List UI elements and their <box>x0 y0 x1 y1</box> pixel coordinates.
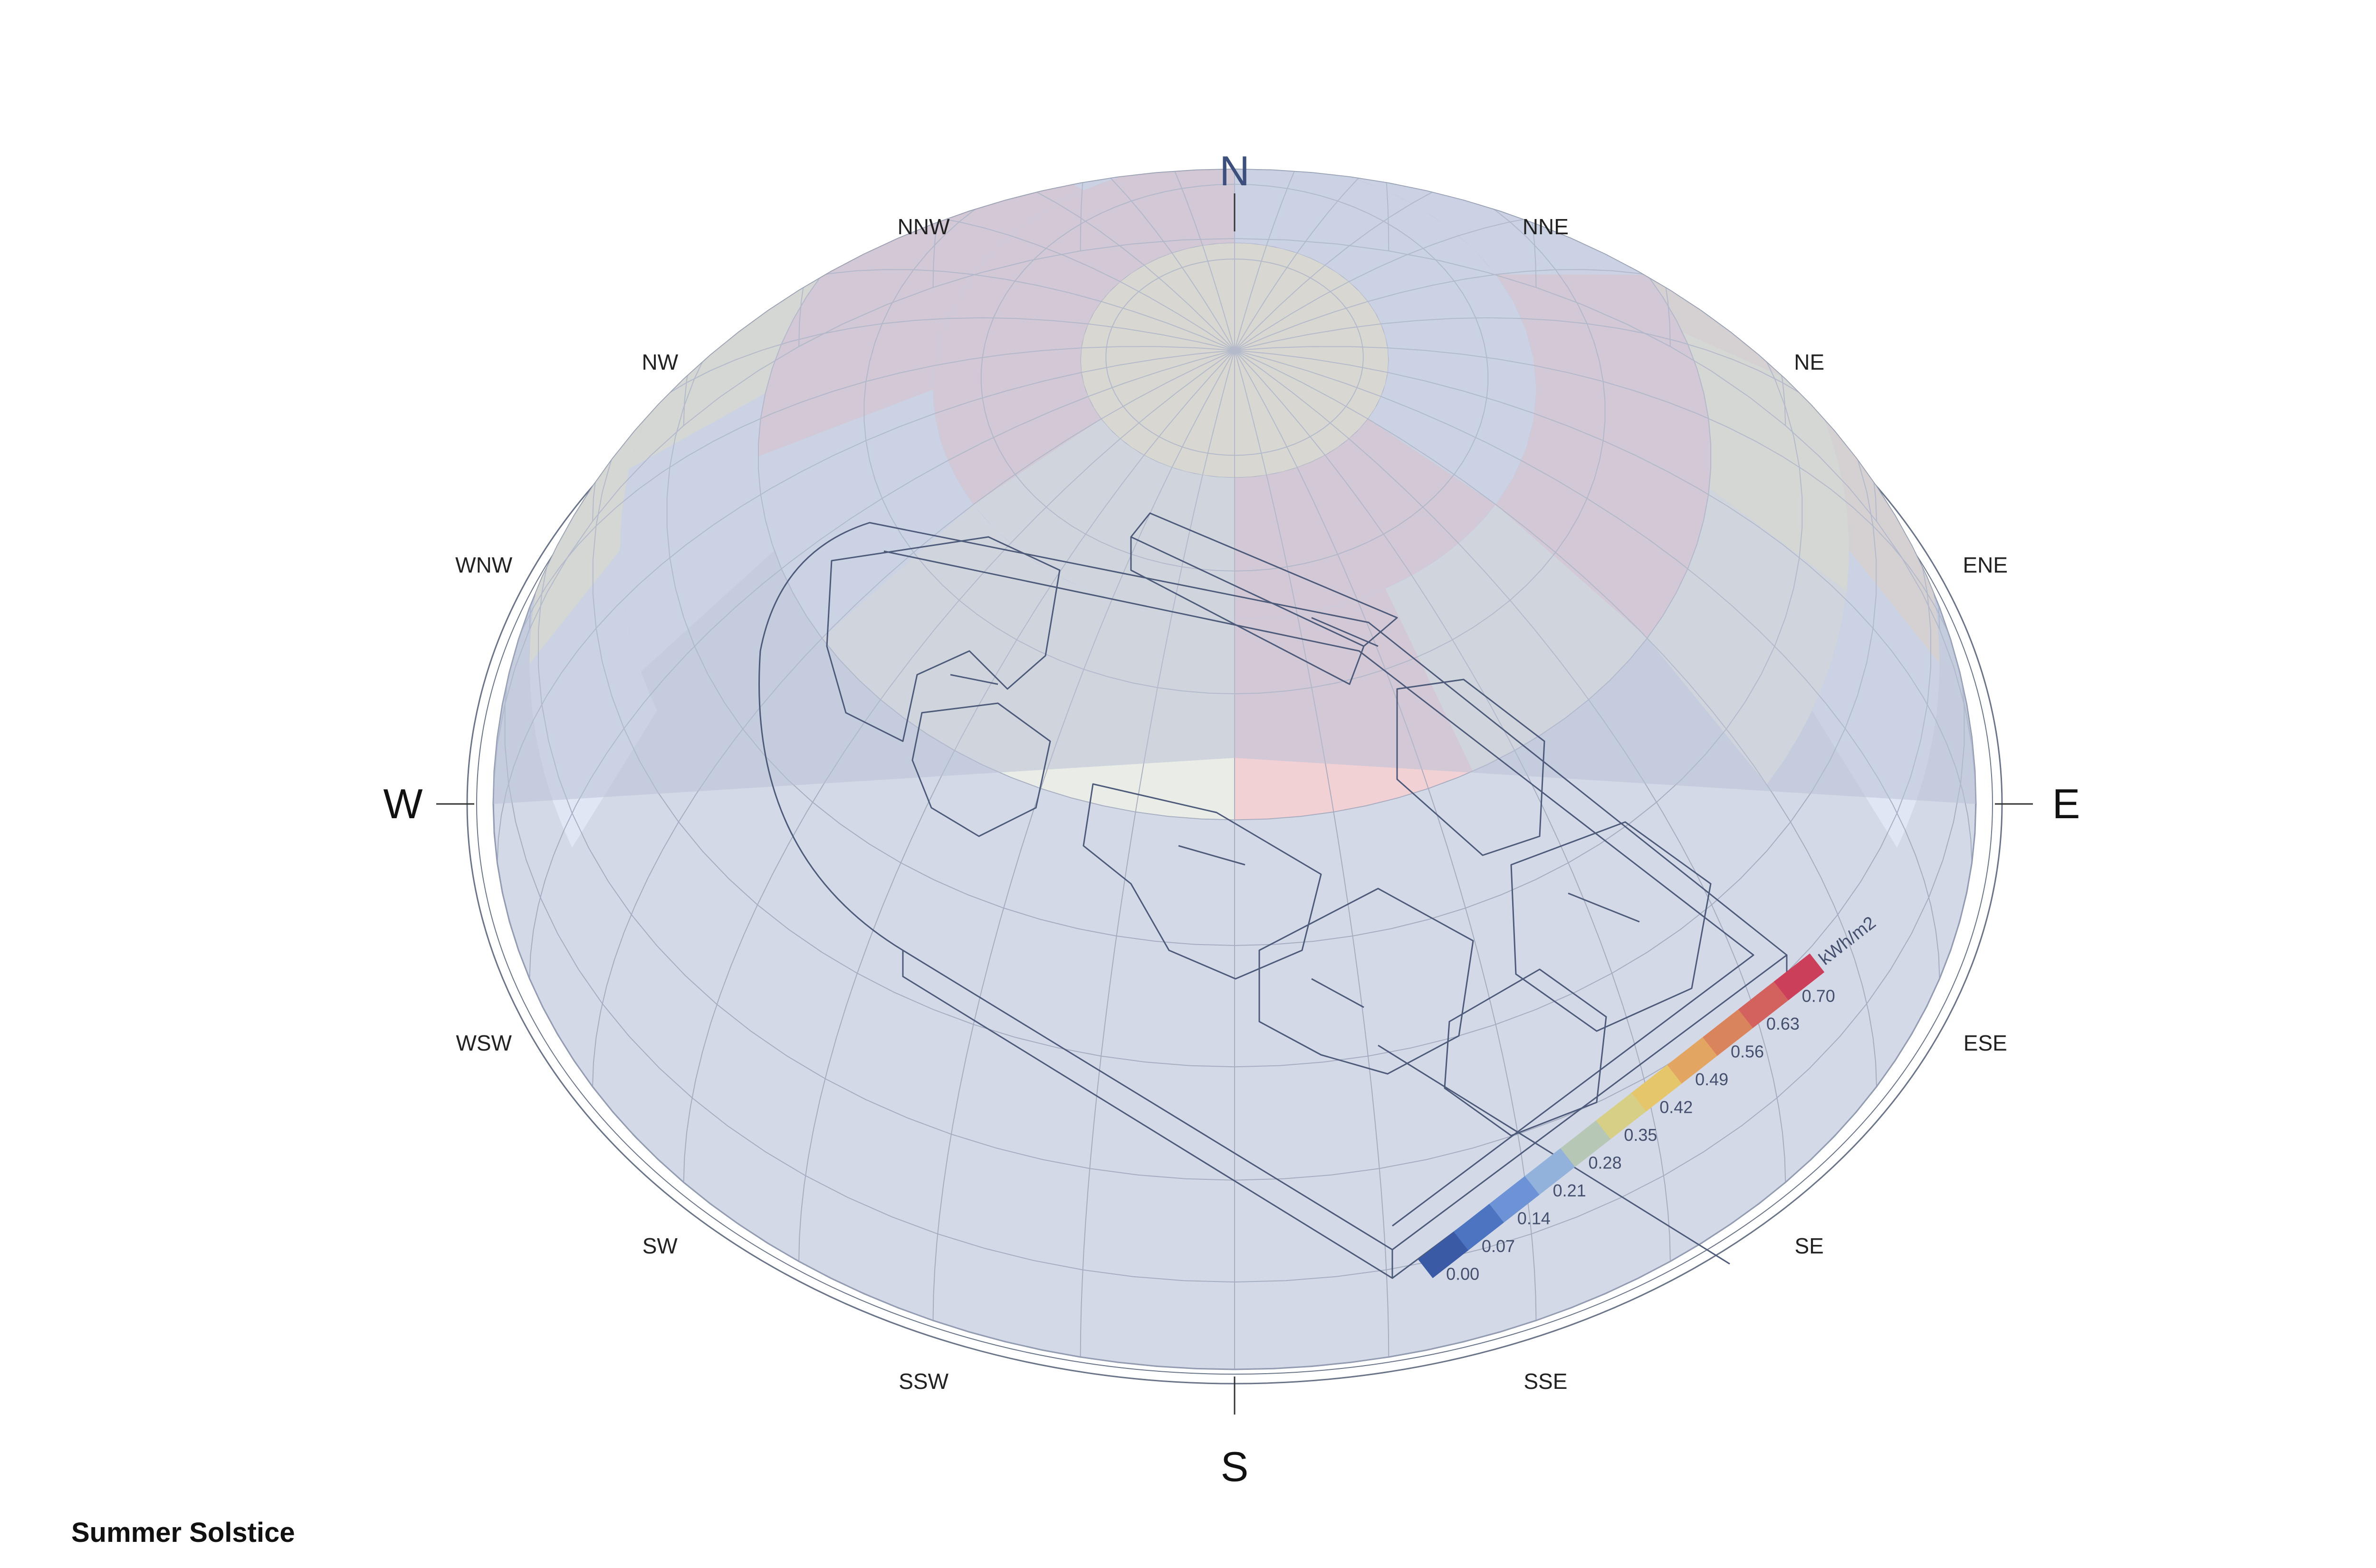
building-cluster-west <box>826 536 1061 742</box>
legend-swatch-10 <box>1773 953 1825 1001</box>
figure-caption: Summer Solstice <box>71 1517 295 1548</box>
legend-tick-label: 0.63 <box>1766 1014 1800 1033</box>
legend-swatch-9 <box>1738 981 1789 1028</box>
compass-label-nw: NW <box>642 350 678 374</box>
legend-swatch-0 <box>1418 1231 1469 1278</box>
compass-label-ese: ESE <box>1964 1031 2007 1055</box>
legend-tick-label: 0.49 <box>1695 1070 1728 1089</box>
color-legend: 0.000.070.140.210.280.350.420.490.560.63… <box>1418 913 1880 1283</box>
compass-label-n: N <box>1219 147 1250 194</box>
compass-label-wsw: WSW <box>456 1031 512 1055</box>
compass-label-wnw: WNW <box>455 553 513 577</box>
sky-dome <box>492 168 1977 1370</box>
legend-tick-label: 0.07 <box>1482 1236 1515 1256</box>
legend-swatch-1 <box>1454 1204 1504 1251</box>
legend-tick-label: 0.35 <box>1624 1125 1657 1145</box>
legend-tick-label: 0.42 <box>1659 1098 1693 1117</box>
compass-label-se: SE <box>1795 1233 1824 1258</box>
legend-tick-label: 0.00 <box>1446 1264 1479 1283</box>
legend-swatch-5 <box>1596 1092 1647 1139</box>
legend-tick-label: 0.56 <box>1731 1042 1764 1061</box>
legend-swatch-3 <box>1524 1148 1576 1195</box>
legend-swatch-4 <box>1560 1120 1611 1167</box>
legend-tick-label: 0.14 <box>1517 1208 1551 1228</box>
legend-tick-label: 0.28 <box>1589 1153 1622 1172</box>
compass-label-nne: NNE <box>1523 214 1569 239</box>
compass-label-sw: SW <box>642 1233 678 1258</box>
compass-label-sse: SSE <box>1523 1369 1567 1394</box>
building-row-east-1 <box>1396 679 1545 856</box>
compass-label-ssw: SSW <box>899 1369 948 1394</box>
building-cluster-middle <box>1083 783 1322 980</box>
legend-tick-label: 0.70 <box>1802 986 1835 1006</box>
compass-label-s: S <box>1221 1443 1249 1490</box>
compass-label-ene: ENE <box>1963 553 2008 577</box>
legend-swatch-8 <box>1703 1009 1753 1056</box>
building-inner-detail <box>950 617 1640 1008</box>
site-plinth-edge <box>902 950 1393 1279</box>
legend-swatch-2 <box>1489 1176 1540 1223</box>
legend-swatch-6 <box>1631 1064 1682 1112</box>
tower-block-north <box>1130 512 1398 685</box>
building-row-east-2 <box>1510 821 1712 1032</box>
compass-label-e: E <box>2052 780 2080 827</box>
compass-label-w: W <box>383 780 422 827</box>
compass-label-ne: NE <box>1794 350 1824 374</box>
site-plinth-outline <box>758 522 1788 1251</box>
building-row-east-3 <box>1444 968 1607 1137</box>
legend-tick-label: 0.21 <box>1553 1181 1586 1200</box>
compass-label-nnw: NNW <box>898 214 950 239</box>
building-cluster-south <box>1258 888 1474 1075</box>
legend-swatch-7 <box>1667 1037 1718 1084</box>
building-courtyard-west <box>911 702 1051 837</box>
